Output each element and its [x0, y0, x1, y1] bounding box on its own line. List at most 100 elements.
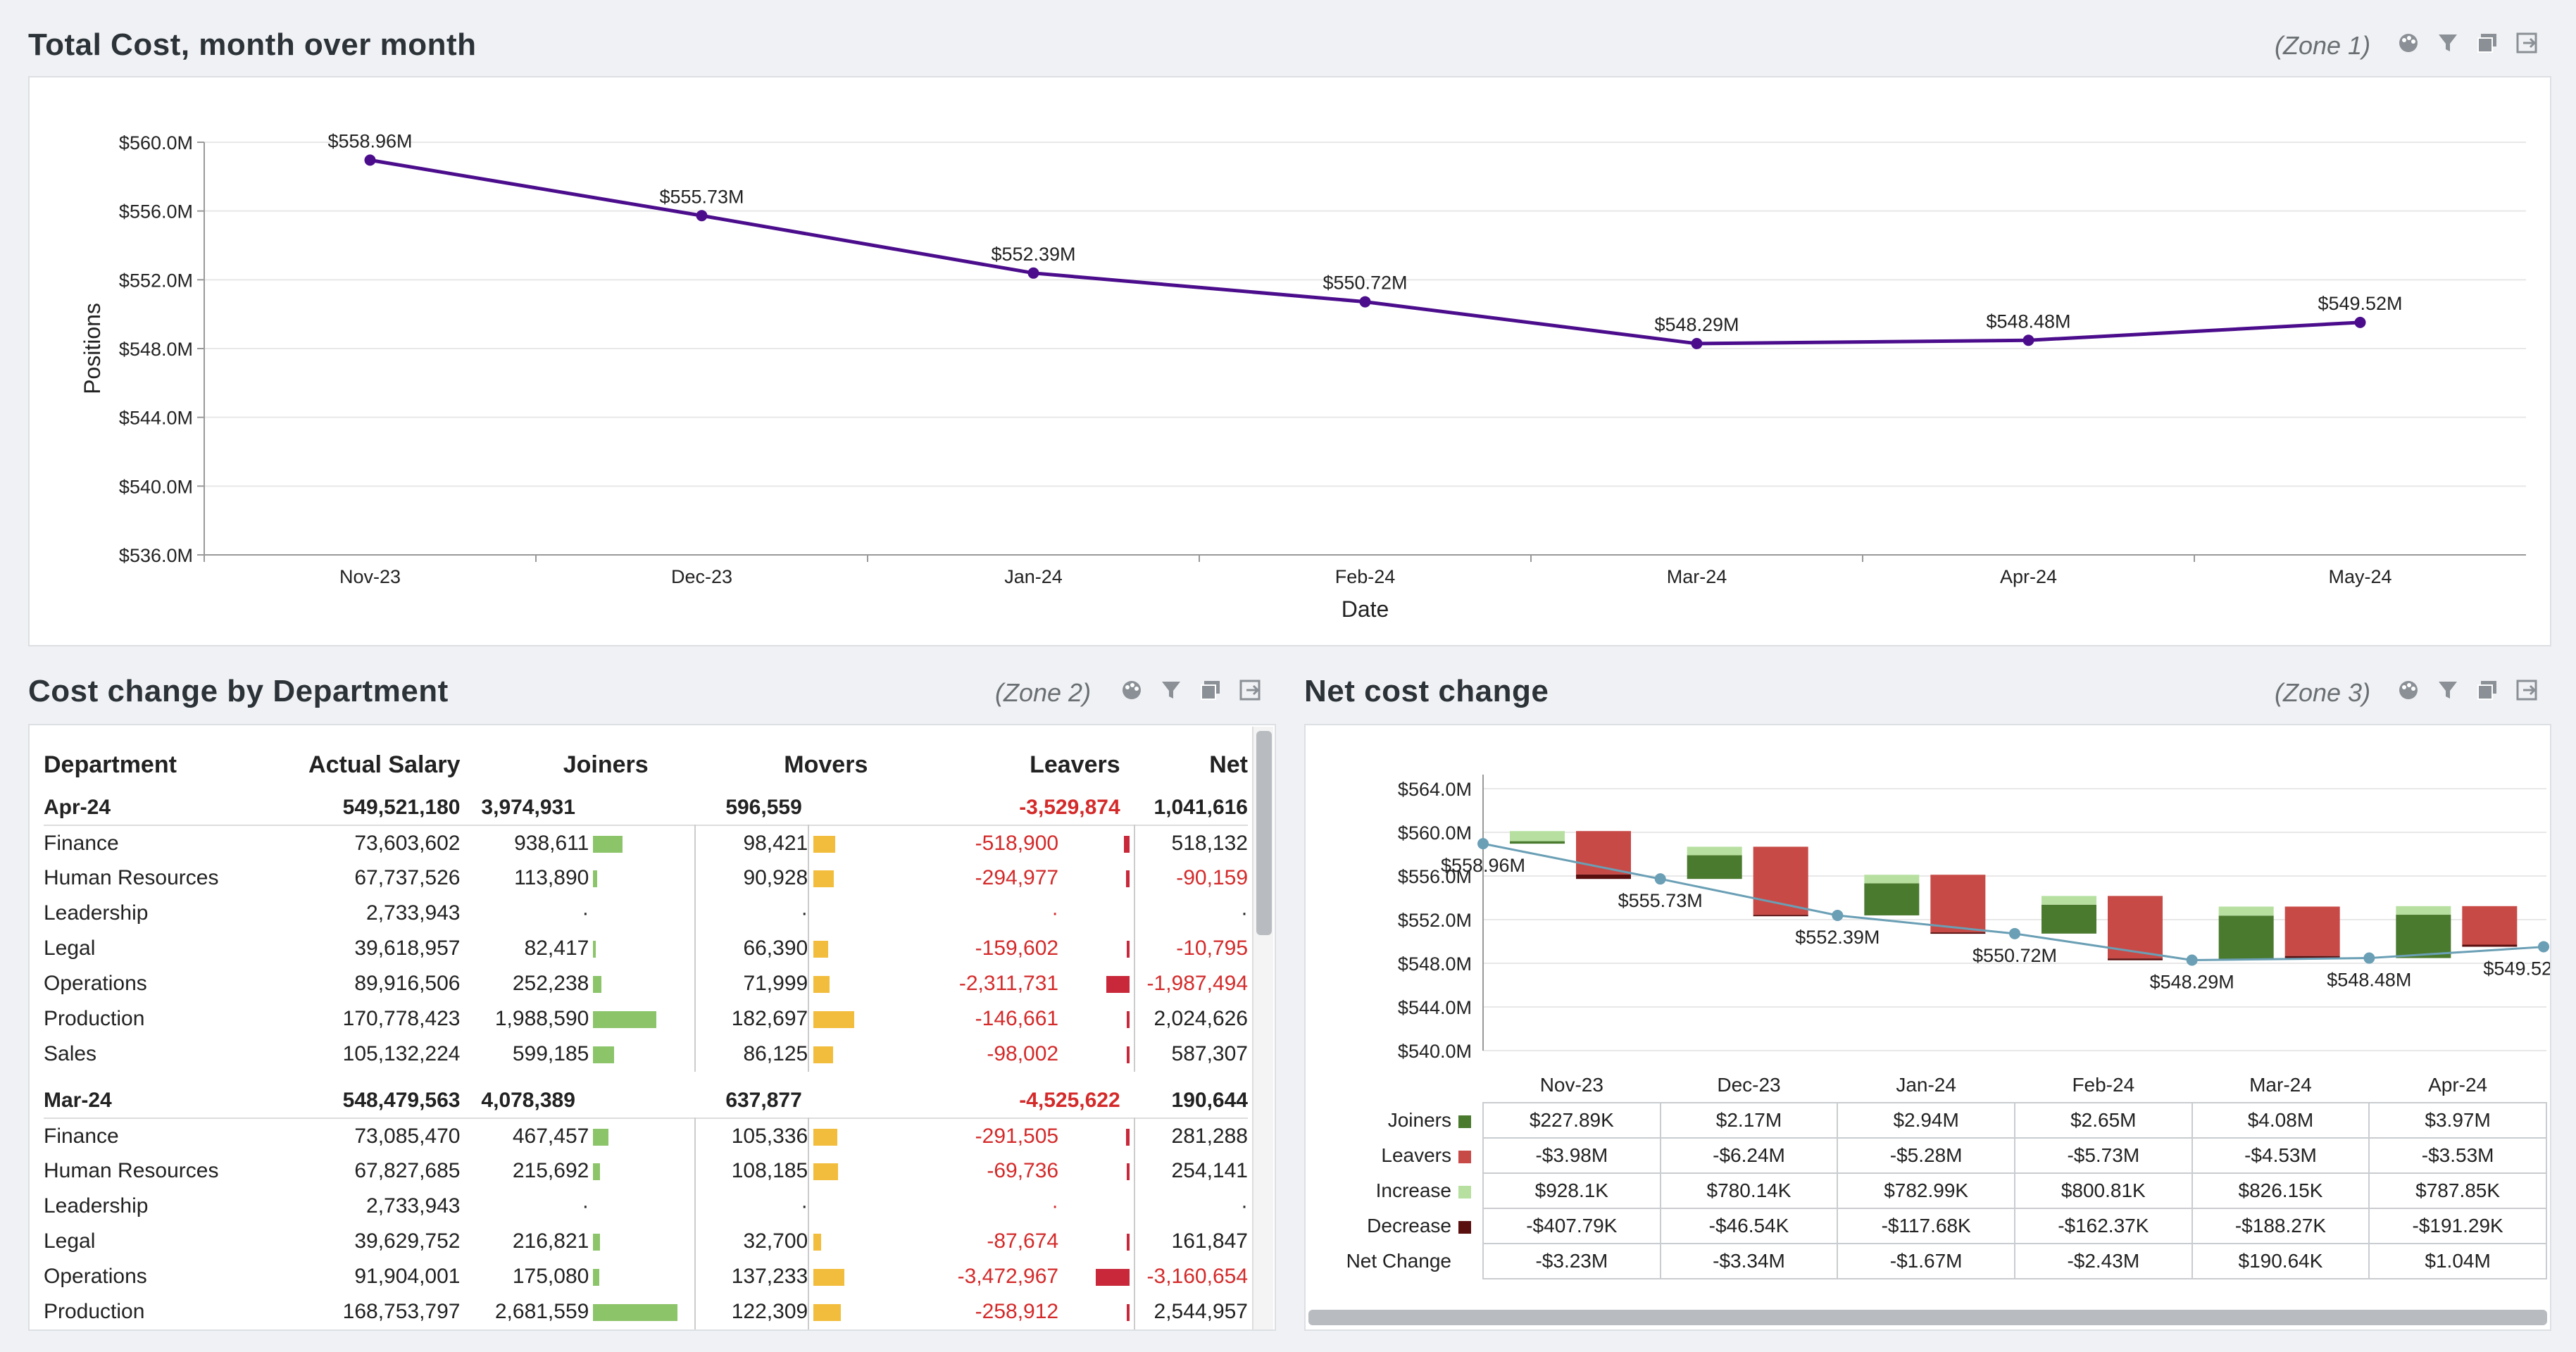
increase-bar[interactable]: [2218, 906, 2274, 916]
joiners-value: 215,692: [512, 1159, 589, 1182]
actual-salary: 39,618,957: [354, 937, 461, 960]
net-label: $550.72M: [1972, 945, 2057, 966]
inline-bar: [593, 941, 596, 958]
data-point[interactable]: [1359, 296, 1371, 308]
movers-value: 32,700: [743, 1229, 808, 1253]
decrease-bar[interactable]: [1930, 932, 1986, 934]
table-row[interactable]: Operations 91,904,001 175,080 137,233 -3,472…: [44, 1259, 1248, 1294]
table-row[interactable]: Sales 105,132,224 599,185 86,125 -98,002 587,…: [44, 1037, 1248, 1072]
vertical-scrollbar[interactable]: [1252, 727, 1273, 1329]
wf-data-row[interactable]: Decrease -$407.79K -$46.54K -$117.68K -$162.…: [1306, 1208, 2547, 1244]
joiners-bar[interactable]: [2218, 915, 2274, 960]
department-name: Legal: [44, 1229, 96, 1253]
increase-bar[interactable]: [2042, 896, 2096, 905]
filter-icon[interactable]: [2437, 32, 2458, 54]
export-icon[interactable]: [2516, 32, 2537, 54]
col-header-leavers[interactable]: Leavers: [1030, 751, 1120, 778]
data-point[interactable]: [364, 154, 376, 166]
comment-icon[interactable]: [2477, 32, 2498, 54]
net-point[interactable]: [2186, 954, 2198, 966]
table-row[interactable]: Human Resources 67,827,685 215,692 108,185 -…: [44, 1153, 1248, 1189]
y-tick-label: $548.0M: [1398, 953, 1472, 975]
net-point[interactable]: [2009, 927, 2020, 939]
col-header-movers[interactable]: Movers: [784, 751, 868, 778]
comment-icon[interactable]: [1200, 680, 1221, 701]
data-point[interactable]: [696, 210, 708, 222]
wf-data-row[interactable]: Joiners $227.89K $2.17M $2.94M $2.65M $4.08M $…: [1306, 1102, 2547, 1139]
data-point[interactable]: [1691, 337, 1703, 349]
actual-salary: 170,778,423: [342, 1007, 461, 1030]
leavers-bar[interactable]: [2284, 906, 2340, 956]
wf-col-header: Feb-24: [2072, 1073, 2135, 1096]
scrollbar-thumb[interactable]: [1256, 731, 1272, 935]
comment-icon[interactable]: [2477, 680, 2498, 701]
net-point[interactable]: [1832, 909, 1844, 921]
wf-cell: $787.85K: [2368, 1172, 2547, 1209]
palette-icon[interactable]: [2398, 680, 2419, 701]
wf-data-row[interactable]: Net Change -$3.23M -$3.34M -$1.67M -$2.43M $1…: [1306, 1243, 2547, 1279]
net-value: -3,160,654: [1146, 1265, 1248, 1288]
joiners-bar[interactable]: [2042, 904, 2096, 934]
net-point[interactable]: [1654, 873, 1666, 885]
decrease-bar[interactable]: [2108, 958, 2163, 960]
palette-icon[interactable]: [1121, 680, 1142, 701]
col-header-net[interactable]: Net: [1209, 751, 1248, 778]
export-icon[interactable]: [1239, 680, 1261, 701]
joiners-bar[interactable]: [1510, 841, 1565, 844]
month-total-row[interactable]: Apr-24 549,521,180 3,974,931 596,559 -3,529,…: [44, 790, 1248, 825]
movers-value: 98,421: [743, 831, 808, 855]
col-header-joiners[interactable]: Joiners: [563, 751, 649, 778]
table-row[interactable]: Human Resources 67,737,526 113,890 90,928 -2…: [44, 860, 1248, 896]
month-total-row[interactable]: Mar-24 548,479,563 4,078,389 637,877 -4,525,…: [44, 1083, 1248, 1118]
department-name: Legal: [44, 937, 96, 960]
col-header-department[interactable]: Department: [44, 751, 177, 778]
table-row[interactable]: Production 170,778,423 1,988,590 182,697 -14…: [44, 1001, 1248, 1037]
increase-bar[interactable]: [1864, 875, 1920, 884]
table-row[interactable]: Finance 73,085,470 467,457 105,336 -291,505 2…: [44, 1118, 1248, 1153]
data-point[interactable]: [2022, 334, 2034, 346]
wf-cell: -$117.68K: [1837, 1208, 2015, 1244]
wf-data-row[interactable]: Leavers -$3.98M -$6.24M -$5.28M -$5.73M -$4.5…: [1306, 1137, 2547, 1174]
wf-cell: $2.65M: [2013, 1102, 2193, 1139]
decrease-bar[interactable]: [1753, 915, 1808, 917]
net-point[interactable]: [2363, 952, 2375, 964]
decrease-bar[interactable]: [2462, 944, 2518, 947]
horizontal-scrollbar[interactable]: [1308, 1310, 2547, 1325]
table-row[interactable]: Production 168,753,797 2,681,559 122,309 -25…: [44, 1294, 1248, 1329]
table-row[interactable]: Operations 89,916,506 252,238 71,999 -2,311,…: [44, 966, 1248, 1001]
table-row[interactable]: Legal 39,629,752 216,821 32,700 -87,674 161,8…: [44, 1224, 1248, 1259]
decrease-bar[interactable]: [1576, 874, 1631, 880]
zone3-title: Net cost change: [1304, 674, 1549, 708]
table-row[interactable]: Finance 73,603,602 938,611 98,421 -518,900 51…: [44, 825, 1248, 860]
palette-icon[interactable]: [2398, 32, 2419, 54]
inline-bar: [1126, 1163, 1130, 1180]
table-row[interactable]: Leadership 2,733,943 · · · ·: [44, 1189, 1248, 1224]
table-row[interactable]: Legal 39,618,957 82,417 66,390 -159,602 -10,7…: [44, 931, 1248, 966]
filter-icon[interactable]: [2437, 680, 2458, 701]
net-point[interactable]: [1477, 838, 1489, 850]
increase-bar[interactable]: [2396, 906, 2451, 915]
increase-bar[interactable]: [1510, 831, 1565, 841]
leavers-bar[interactable]: [2462, 906, 2518, 945]
joiners-value: 1,988,590: [494, 1007, 589, 1030]
joiners-bar[interactable]: [1864, 883, 1920, 915]
col-header-actual-salary[interactable]: Actual Salary: [308, 751, 461, 778]
movers-value: 182,697: [731, 1007, 808, 1030]
data-point[interactable]: [1027, 267, 1039, 279]
data-point[interactable]: [2354, 316, 2366, 328]
y-tick-label: $548.0M: [119, 339, 193, 360]
decrease-bar[interactable]: [2284, 956, 2340, 958]
leavers-bar[interactable]: [1930, 875, 1986, 933]
y-tick-label: $540.0M: [119, 476, 193, 497]
increase-bar[interactable]: [1687, 846, 1742, 856]
filter-icon[interactable]: [1161, 680, 1182, 701]
net-point[interactable]: [2538, 941, 2549, 953]
joiners-bar[interactable]: [2396, 915, 2451, 958]
table-row[interactable]: Leadership 2,733,943 · · · ·: [44, 896, 1248, 931]
joiners-bar[interactable]: [1687, 855, 1742, 880]
wf-data-row[interactable]: Increase $928.1K $780.14K $782.99K $800.81K $…: [1306, 1172, 2547, 1209]
export-icon[interactable]: [2516, 680, 2537, 701]
legend-swatch: [1458, 1220, 1471, 1234]
department-name: Leadership: [44, 901, 149, 925]
net-value: -10,795: [1176, 937, 1248, 960]
